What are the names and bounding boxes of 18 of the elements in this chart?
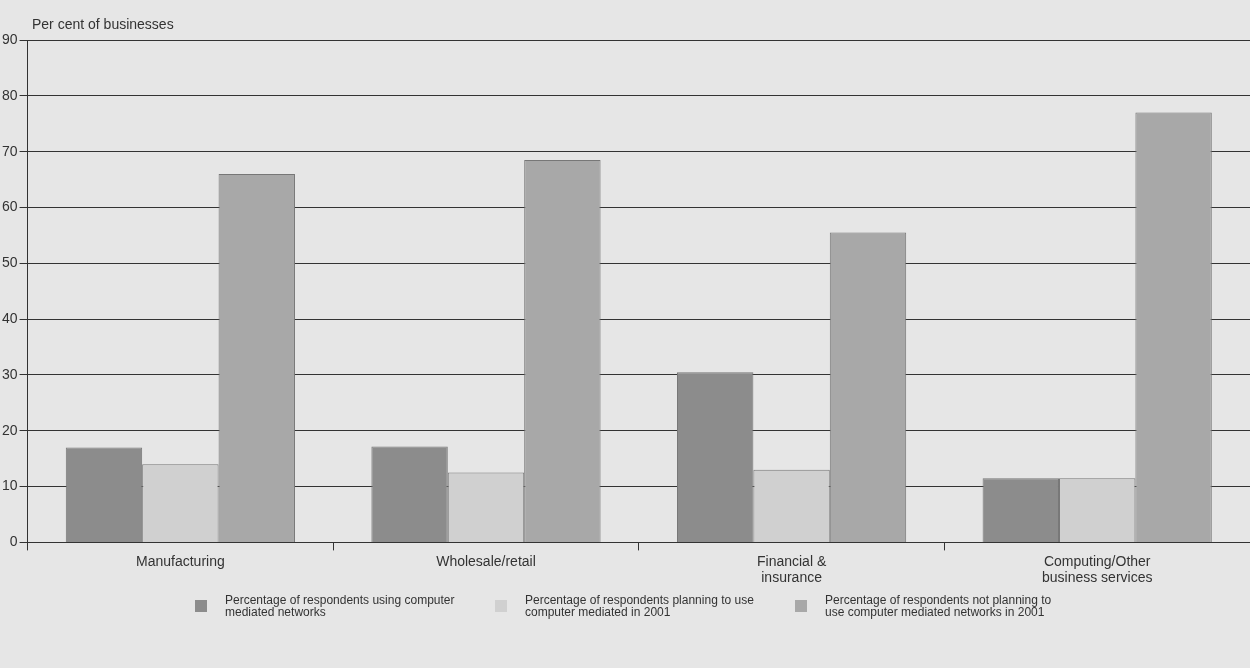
y-tick-label: 50: [1, 254, 18, 271]
y-tick-label: 80: [1, 86, 18, 103]
y-axis-title: Per cent of businesses: [32, 15, 174, 32]
y-tick-label: 0: [9, 533, 18, 550]
x-tick-label: Wholesale/retail: [436, 552, 536, 569]
y-tick-label: 10: [1, 477, 18, 494]
y-tick-label: 70: [1, 142, 18, 159]
legend-label: Percentage of respondents not planning to use computer mediated networks in 2001: [825, 593, 1053, 619]
x-tick-label: Financial & insurance: [756, 552, 827, 586]
y-tick-label: 30: [1, 365, 18, 382]
legend-label: Percentage of respondents using computer mediated networks: [225, 593, 455, 619]
y-tick-label: 40: [1, 309, 18, 326]
x-tick-label: Computing/Other business services: [1041, 552, 1153, 586]
legend-label: Percentage of respondents planning to use computer mediated in 2001: [525, 593, 755, 619]
y-tick-label: 90: [1, 30, 18, 47]
y-tick-label: 20: [1, 421, 18, 438]
y-tick-label: 60: [1, 198, 18, 215]
x-tick-label: Manufacturing: [136, 552, 225, 569]
